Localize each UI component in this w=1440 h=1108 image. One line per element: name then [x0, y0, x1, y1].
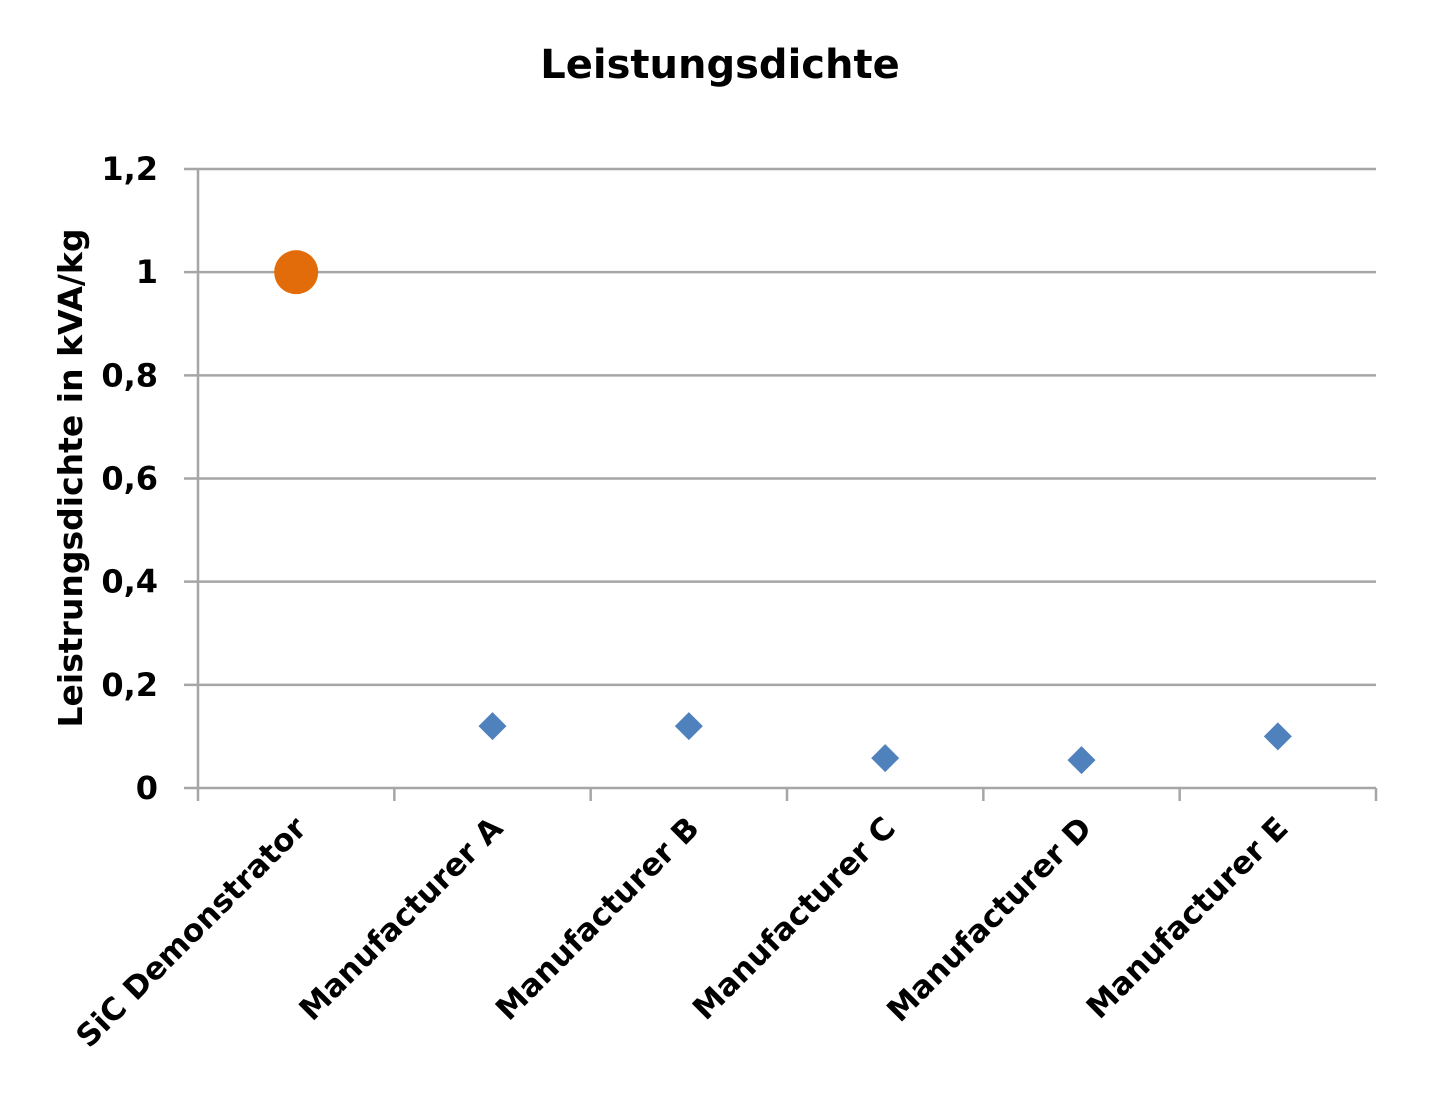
axes: [184, 169, 1378, 801]
x-category-label: Manufacturer A: [292, 810, 510, 1028]
y-tick-label: 0,8: [101, 356, 158, 394]
x-category-label: SiC Demonstrator: [69, 810, 314, 1055]
data-point-diamond: [1067, 746, 1096, 775]
x-category-label: Manufacturer B: [489, 810, 707, 1028]
y-tick-label: 0,4: [101, 563, 158, 601]
y-tick-label: 0,6: [101, 460, 158, 498]
data-point-diamond: [478, 712, 507, 741]
y-tick-labels: 0 0,2 0,4 0,6 0,8 1 1,2: [101, 150, 158, 807]
data-point-diamond: [871, 744, 900, 773]
y-tick-label: 1: [136, 253, 158, 291]
data-point-circle: [274, 250, 319, 295]
data-point-diamond: [674, 712, 703, 741]
y-tick-label: 1,2: [101, 150, 158, 188]
data-point-diamond: [1263, 722, 1292, 751]
gridlines: [184, 167, 1376, 687]
y-axis-title: Leistrungsdichte in kVA/kg: [51, 229, 90, 728]
x-category-label: Manufacturer D: [880, 810, 1099, 1029]
y-tick-label: 0,2: [101, 666, 158, 704]
data-points: [274, 250, 1292, 775]
y-tick-label: 0: [136, 769, 158, 807]
x-category-label: Manufacturer C: [686, 810, 903, 1027]
chart-title: Leistungsdichte: [540, 42, 899, 88]
x-category-label: Manufacturer E: [1080, 810, 1296, 1026]
